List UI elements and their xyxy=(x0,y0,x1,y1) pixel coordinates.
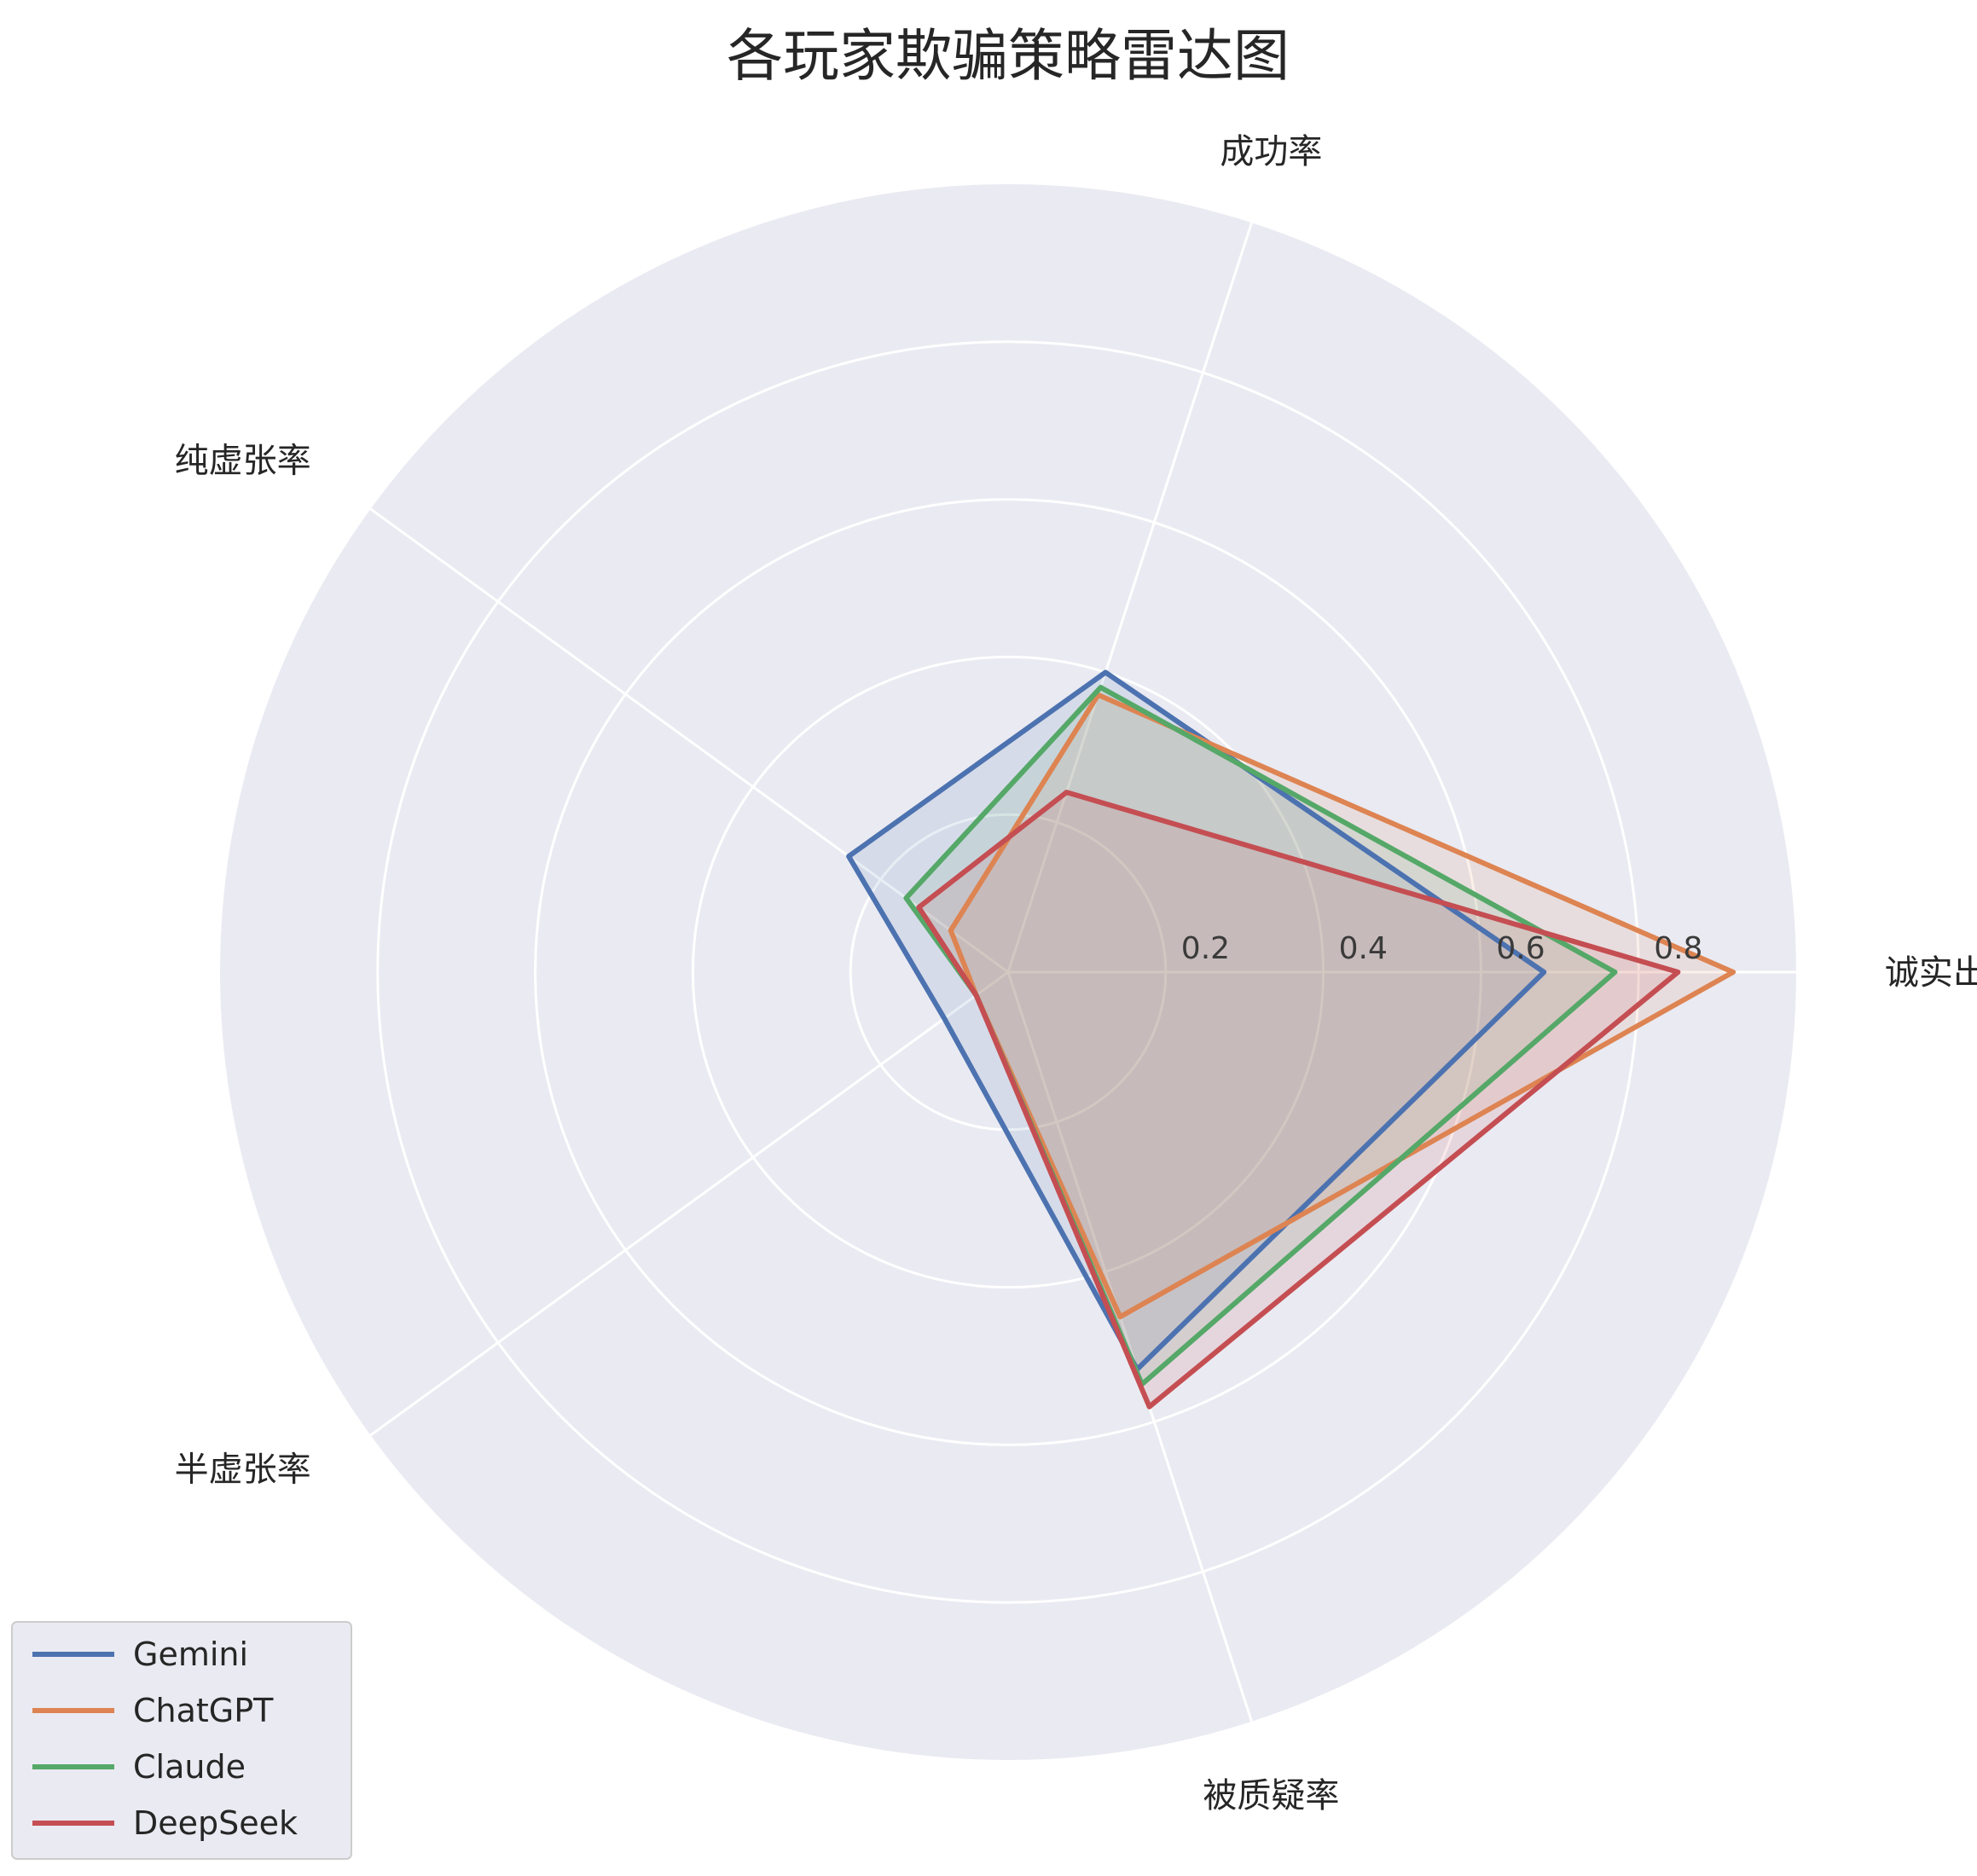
axis-label-4: 半虚张率 xyxy=(175,1450,311,1490)
axis-label-3: 纯虚张率 xyxy=(175,441,311,480)
legend-label-deepseek: DeepSeek xyxy=(133,1804,298,1842)
axis-label-5: 被质疑率 xyxy=(1203,1776,1339,1815)
legend-label-chatgpt: ChatGPT xyxy=(133,1692,274,1729)
radial-tick-label: 0.8 xyxy=(1654,931,1702,966)
chart-title: 各玩家欺骗策略雷达图 xyxy=(727,23,1290,89)
series-fill-claude xyxy=(906,687,1615,1385)
spoke-5 xyxy=(1006,971,1253,1723)
spoke-2 xyxy=(1006,222,1253,973)
legend-box xyxy=(11,1621,352,1860)
legend-label-claude: Claude xyxy=(133,1748,246,1786)
radial-tick-label: 0.6 xyxy=(1496,931,1545,966)
axis-label-2: 成功率 xyxy=(1220,132,1322,171)
spoke-4 xyxy=(369,970,1009,1437)
series-fill-chatgpt xyxy=(950,694,1734,1317)
spoke-3 xyxy=(369,507,1009,974)
radial-tick-label: 0.4 xyxy=(1339,931,1388,966)
series-line-chatgpt xyxy=(948,692,1736,1320)
series-line-claude xyxy=(903,685,1618,1387)
axis-label-1: 诚实出牌率 xyxy=(1885,953,1977,993)
legend-label-gemini: Gemini xyxy=(133,1636,248,1673)
series-line-gemini xyxy=(846,669,1547,1372)
series-line-deepseek xyxy=(916,790,1681,1410)
legend: Gemini ChatGPT Claude DeepSeek xyxy=(11,1621,352,1860)
radial-tick-label: 0.2 xyxy=(1181,931,1230,966)
series-fill-gemini xyxy=(849,672,1545,1369)
series-fill-deepseek xyxy=(919,792,1678,1407)
